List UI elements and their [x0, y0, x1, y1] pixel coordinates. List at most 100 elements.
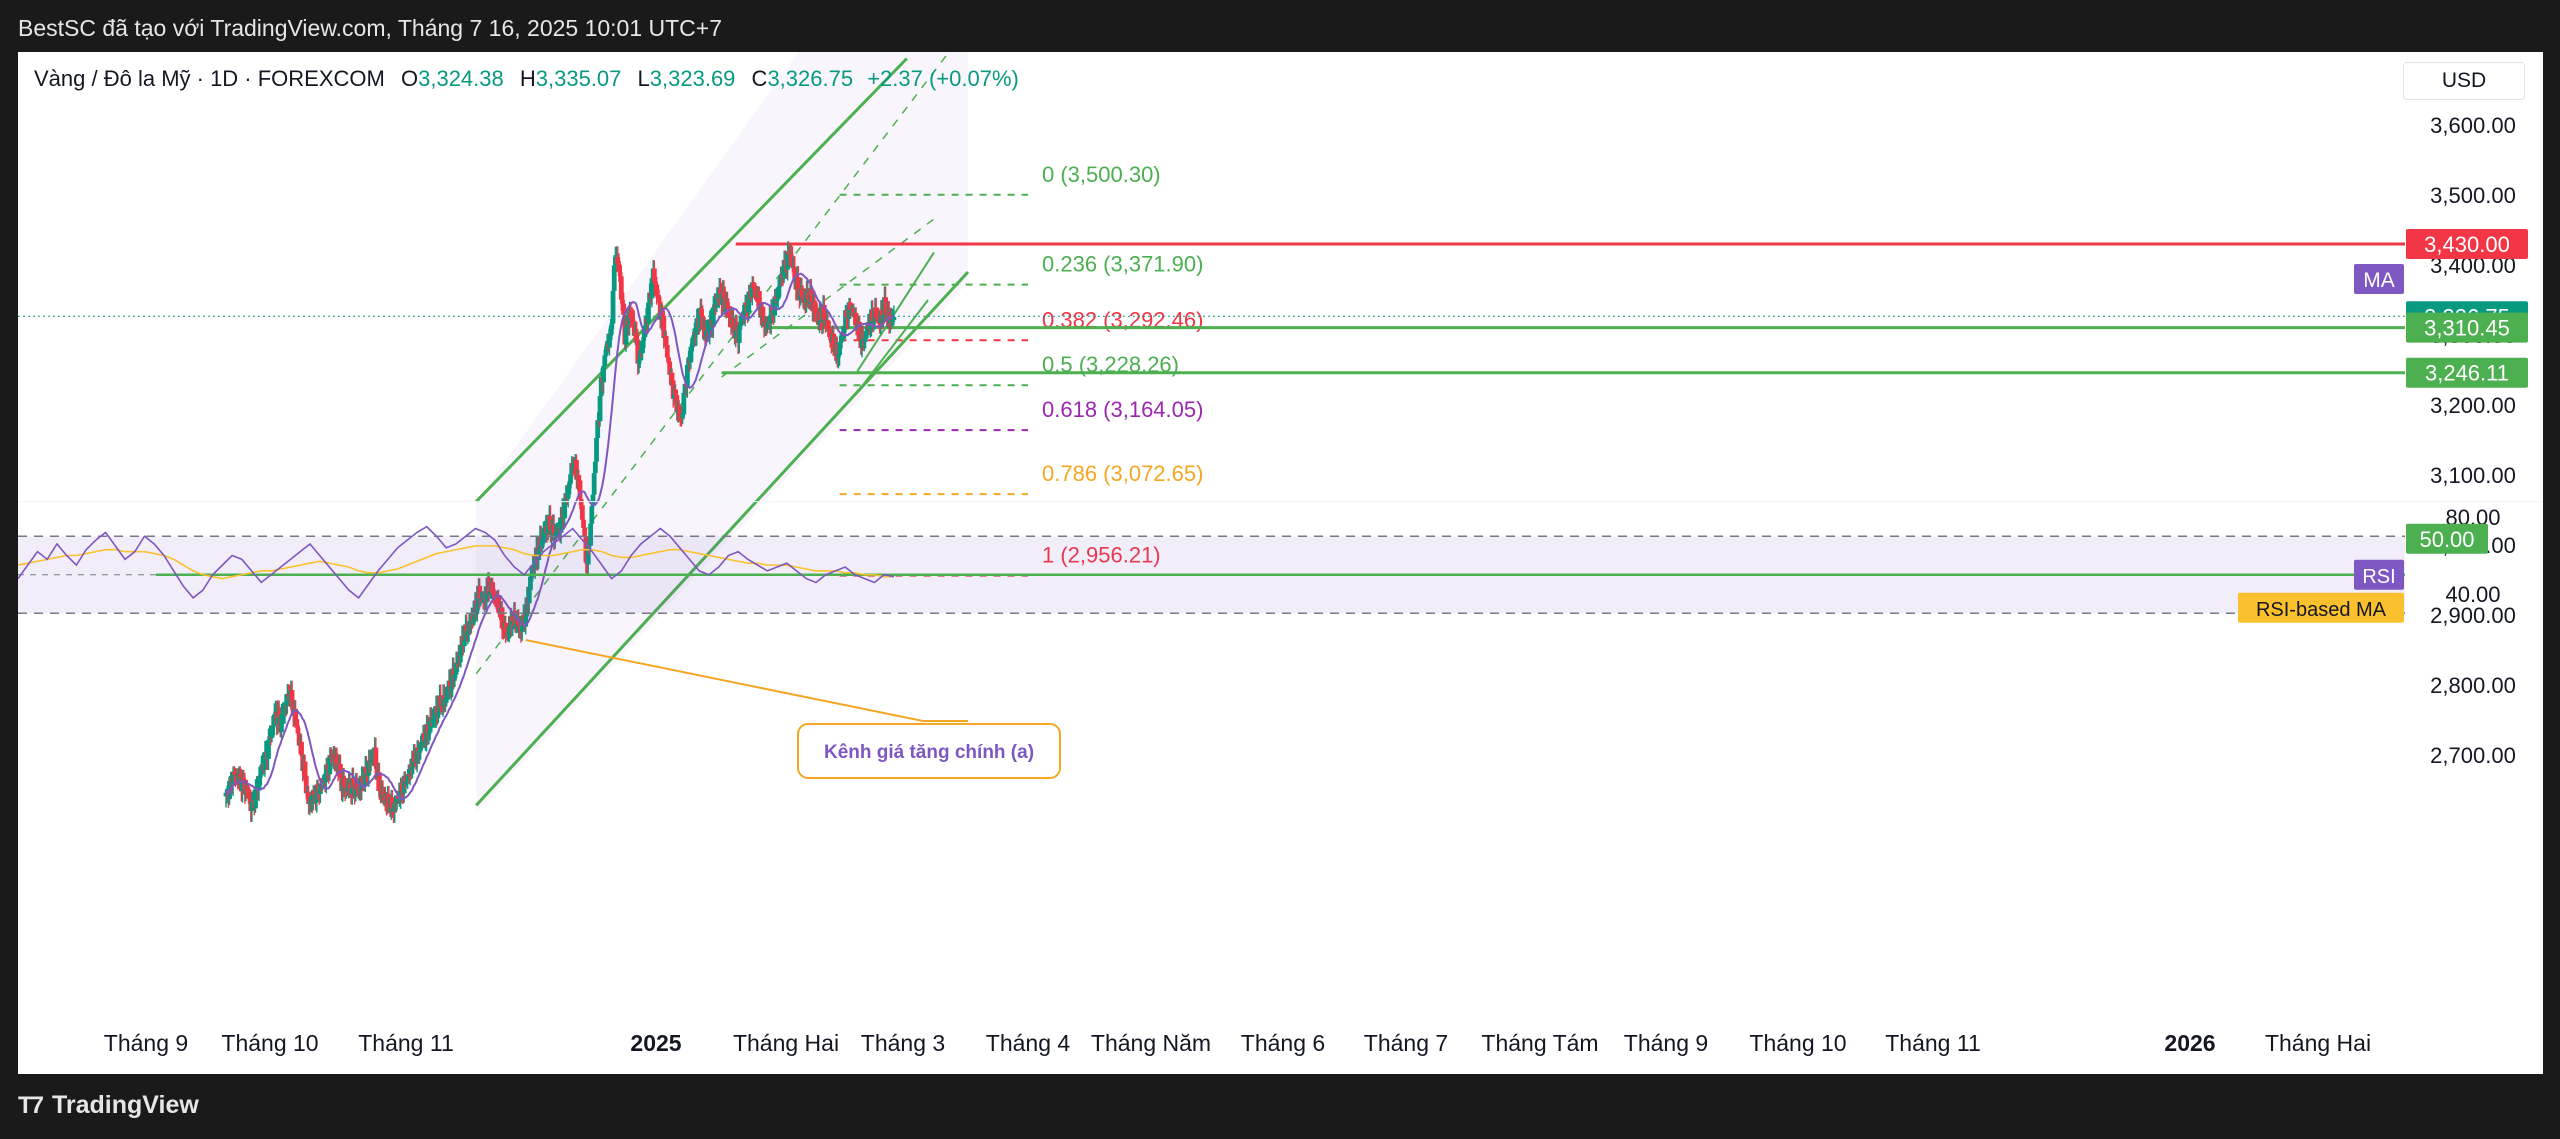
high-value: 3,335.07 [535, 66, 622, 91]
candle-body [721, 291, 727, 298]
candle-body [519, 625, 525, 633]
candle-body [290, 700, 296, 716]
candle-body [611, 265, 617, 291]
x-tick-label: 2026 [2164, 1030, 2215, 1056]
candle-body [523, 616, 529, 627]
candle-body [477, 585, 483, 600]
chart-area[interactable]: 0 (3,500.30) 0.236 (3,371.90) 0.382 (3,292… [18, 52, 2543, 1074]
candle-body [430, 718, 435, 722]
candle-body [452, 674, 458, 679]
rsi-ma-tag-bg [2238, 592, 2404, 623]
price-tick-label: 3,600.00 [2430, 113, 2516, 138]
low-value: 3,323.69 [649, 66, 736, 91]
candle-body [657, 301, 663, 320]
price-chart-svg[interactable]: 0 (3,500.30)0.236 (3,371.90)0.382 (3,292… [18, 52, 2543, 1074]
sub-channel-upper [856, 251, 935, 372]
channel-mid-line [475, 52, 950, 675]
candle-body [230, 772, 236, 786]
candle-body [777, 286, 782, 288]
candle-body [506, 627, 512, 634]
candle-body [666, 357, 671, 362]
candle-body [397, 798, 402, 801]
candle-body [752, 287, 758, 290]
candle-body [588, 523, 594, 546]
price-label-0: 3,430.00 [2424, 232, 2510, 257]
candle-body [406, 774, 412, 776]
candle-body [788, 253, 794, 257]
candle-body [871, 321, 877, 323]
candle-body [689, 343, 695, 347]
candle-body [269, 727, 275, 738]
x-tick-label: Tháng 3 [861, 1030, 945, 1056]
candle-body [821, 304, 827, 319]
candle-body [579, 505, 585, 520]
candle-body [610, 290, 616, 324]
candle-body [327, 755, 333, 775]
candle-body [598, 376, 604, 397]
currency-selector[interactable]: USD [2403, 62, 2525, 100]
candle-body [407, 764, 413, 775]
candle-body [295, 727, 301, 734]
candle-body [601, 365, 606, 383]
high-label: H [519, 66, 536, 91]
candle-body [883, 297, 889, 315]
candle-body [318, 783, 323, 794]
candle-body [405, 774, 411, 782]
candle-body [262, 752, 268, 770]
candle-body [320, 780, 326, 786]
x-tick-label: Tháng 7 [1364, 1030, 1448, 1056]
candle-body [664, 344, 670, 358]
candle-body [837, 342, 842, 356]
candle-body [281, 712, 287, 715]
tradingview-brand[interactable]: T7 TradingView [18, 1091, 199, 1120]
symbol-name: Vàng / Đô la Mỹ · 1D · FOREXCOM [34, 66, 385, 91]
candle-body [714, 298, 720, 308]
candle-body [640, 340, 645, 354]
candle-body [725, 302, 730, 309]
candle-body [496, 595, 501, 613]
x-tick-label: Tháng Năm [1091, 1030, 1211, 1056]
candle-body [516, 618, 522, 628]
candle-body [417, 749, 422, 753]
candle-body [448, 686, 454, 691]
candle-body [839, 331, 845, 342]
tradingview-logo-icon: T7 [18, 1091, 44, 1119]
annotation-pointer [525, 639, 968, 722]
candle-body [863, 334, 868, 339]
candle-body [799, 288, 805, 297]
candle-body [528, 576, 533, 591]
candle-body [761, 316, 767, 327]
candle-body [490, 582, 496, 594]
x-tick-label: Tháng 9 [1624, 1030, 1708, 1056]
candle-body [585, 544, 591, 565]
candle-body [566, 483, 572, 489]
candle-body [267, 736, 273, 740]
candle-body [259, 766, 264, 776]
candle-body [859, 332, 865, 348]
candle-body [555, 532, 560, 534]
candle-body [526, 590, 532, 604]
x-tick-label: Tháng 11 [358, 1030, 453, 1056]
attribution-bar: BestSC đã tạo với TradingView.com, Tháng… [0, 0, 2560, 52]
candle-body [257, 775, 263, 778]
rsi-tick-label: 40.00 [2445, 582, 2500, 607]
candle-body [838, 341, 844, 344]
candle-body [231, 772, 237, 775]
rsi-ma-tag: RSI-based MA [2256, 599, 2387, 621]
candle-body [726, 308, 732, 317]
candle-body [826, 329, 832, 331]
price-tick-label: 2,700.00 [2430, 743, 2516, 768]
candle-body [636, 360, 642, 364]
candle-body [581, 519, 586, 528]
candle-body [792, 266, 798, 281]
candle-body [466, 622, 472, 631]
candle-body [651, 268, 657, 282]
candle-body [444, 697, 450, 699]
candle-body [617, 271, 623, 277]
candle-body [843, 310, 848, 329]
candle-body [618, 276, 624, 300]
candle-body [354, 784, 360, 790]
price-tick-label: 2,900.00 [2430, 603, 2516, 628]
candle-body [458, 651, 464, 657]
candle-body [688, 346, 694, 363]
